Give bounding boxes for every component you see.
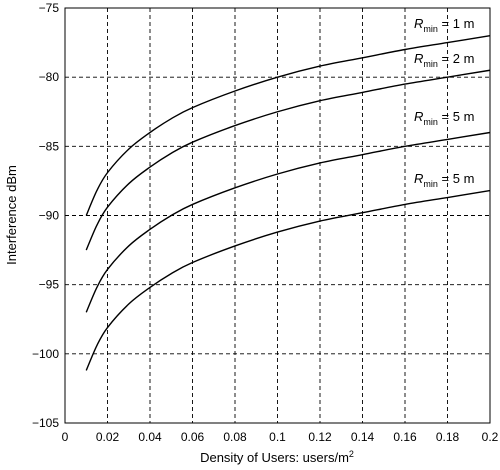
- grid-lines: [65, 8, 490, 423]
- series-line-2: [85, 69, 491, 251]
- series-line-1: [85, 34, 491, 216]
- x-tick-label: 0.16: [393, 430, 417, 444]
- x-axis-label: Density of Users: users/m2: [200, 449, 354, 465]
- x-tick-label: 0.2: [482, 430, 499, 444]
- x-tick-label: 0.04: [138, 430, 162, 444]
- y-axis-label: Interference dBm: [4, 165, 19, 265]
- x-tick-label: 0.08: [223, 430, 247, 444]
- series-annotation: Rmin = 2 m: [414, 51, 474, 69]
- x-tick-label: 0.12: [308, 430, 332, 444]
- y-tick-label: −90: [39, 209, 60, 223]
- series-line-3: [85, 131, 491, 313]
- x-axis-label-superscript: 2: [349, 449, 354, 459]
- y-tick-label: −100: [32, 347, 59, 361]
- y-tick-label: −105: [32, 416, 59, 430]
- series-lines: [85, 34, 491, 371]
- y-tick-labels: −75 −80 −85 −90 −95 −100 −105: [32, 1, 59, 430]
- series-annotations: Rmin = 1 m Rmin = 2 m Rmin = 5 m Rmin = 5 m: [414, 16, 474, 189]
- x-tick-label: 0.02: [96, 430, 120, 444]
- y-tick-label: −75: [39, 1, 60, 15]
- y-tick-label: −95: [39, 278, 60, 292]
- x-tick-label: 0.06: [181, 430, 205, 444]
- series-line-4: [85, 189, 491, 371]
- y-tick-label: −80: [39, 70, 60, 84]
- series-annotation: Rmin = 1 m: [414, 16, 474, 34]
- x-tick-label: 0: [62, 430, 69, 444]
- series-annotation: Rmin = 5 m: [414, 109, 474, 127]
- plot-frame: [64, 7, 491, 424]
- x-tick-label: 0.14: [351, 430, 375, 444]
- x-tick-label: 0.1: [269, 430, 286, 444]
- y-tick-label: −85: [39, 139, 60, 153]
- x-tick-label: 0.18: [436, 430, 460, 444]
- series-annotation: Rmin = 5 m: [414, 171, 474, 189]
- x-tick-labels: 0 0.02 0.04 0.06 0.08 0.1 0.12 0.14 0.16 0.18 0.2: [62, 430, 499, 444]
